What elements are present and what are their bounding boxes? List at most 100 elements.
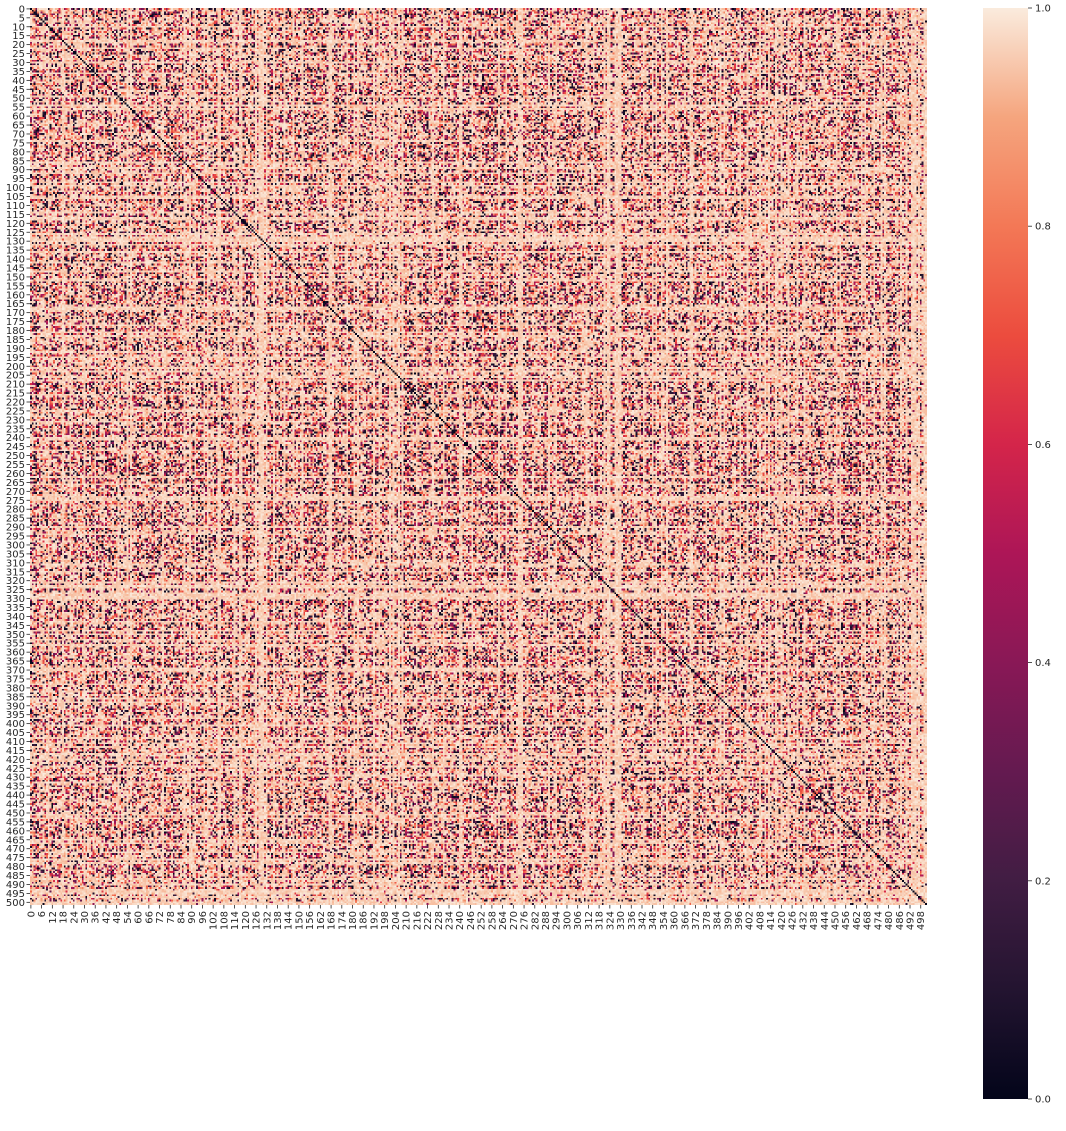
y-tick-label: 225 [6,406,25,417]
y-tick-label: 350 [6,630,25,641]
y-tick-label: 310 [6,558,25,569]
x-tick-label: 114 [230,911,241,930]
x-tick-label: 78 [166,911,177,924]
x-tick-label: 216 [412,911,423,930]
y-tick-label: 425 [6,764,25,775]
x-tick-label: 30 [80,911,91,924]
x-tick-label: 378 [702,911,713,930]
y-tick-label: 375 [6,674,25,685]
y-tick-label: 200 [6,362,25,373]
y-tick-label: 150 [6,272,25,283]
y-tick-label: 275 [6,496,25,507]
x-tick-label: 6 [37,911,48,917]
y-tick-label: 410 [6,737,25,748]
y-tick-label: 10 [12,22,25,33]
x-tick-label: 120 [241,911,252,930]
colorbar-tick-label: 0.6 [1035,440,1051,451]
x-tick-label: 84 [176,911,187,924]
y-tick-label: 125 [6,228,25,239]
y-tick-label: 340 [6,612,25,623]
x-tick-label: 444 [820,911,831,930]
colorbar-tick-label: 0.4 [1035,658,1051,669]
colorbar-tick-label: 1.0 [1035,4,1051,15]
y-tick-label: 15 [12,31,25,42]
x-tick-label: 402 [745,911,756,930]
x-tick-label: 456 [841,911,852,930]
y-tick-label: 330 [6,594,25,605]
y-tick-label: 435 [6,782,25,793]
y-tick-label: 120 [6,219,25,230]
x-tick-label: 450 [830,911,841,930]
x-tick-label: 66 [144,911,155,924]
x-tick-label: 168 [327,911,338,930]
y-tick-label: 345 [6,621,25,632]
x-tick-label: 144 [284,911,295,930]
x-tick-label: 102 [209,911,220,930]
y-tick-label: 315 [6,567,25,578]
y-tick-label: 325 [6,585,25,596]
x-tick-label: 258 [487,911,498,930]
y-tick-label: 400 [6,719,25,730]
x-tick-label: 468 [863,911,874,930]
x-tick-label: 72 [155,911,166,924]
y-tick-label: 20 [12,40,25,51]
x-tick-label: 24 [69,911,80,924]
y-tick-label: 175 [6,317,25,328]
x-axis-ticks: 0 6 12 18 24 30 36 42 48 54 60 66 72 78 84 90 96 102 108 11… [26,905,927,930]
y-tick-label: 430 [6,773,25,784]
x-tick-label: 186 [359,911,370,930]
x-tick-label: 336 [627,911,638,930]
x-tick-label: 288 [541,911,552,930]
x-tick-label: 132 [262,911,273,930]
y-tick-label: 265 [6,478,25,489]
colorbar-tick-label: 0.8 [1035,222,1051,233]
x-tick-label: 432 [798,911,809,930]
y-tick-label: 45 [12,85,25,96]
x-tick-label: 42 [101,911,112,924]
y-tick-label: 215 [6,389,25,400]
x-tick-label: 300 [562,911,573,930]
y-tick-label: 290 [6,523,25,534]
x-tick-label: 138 [273,911,284,930]
y-tick-label: 270 [6,487,25,498]
y-tick-label: 475 [6,853,25,864]
x-tick-label: 228 [434,911,445,930]
y-tick-label: 85 [12,156,25,167]
y-tick-label: 130 [6,237,25,248]
y-tick-label: 245 [6,442,25,453]
y-tick-label: 500 [6,898,25,909]
y-tick-label: 145 [6,263,25,274]
y-tick-label: 170 [6,308,25,319]
y-tick-label: 195 [6,353,25,364]
x-tick-label: 240 [455,911,466,930]
y-tick-label: 230 [6,415,25,426]
y-tick-label: 165 [6,299,25,310]
y-tick-label: 185 [6,335,25,346]
y-tick-label: 115 [6,210,25,221]
x-tick-label: 294 [552,911,563,930]
y-tick-label: 260 [6,469,25,480]
y-tick-label: 320 [6,576,25,587]
x-tick-label: 18 [59,911,70,924]
x-tick-label: 252 [477,911,488,930]
y-tick-label: 460 [6,826,25,837]
x-tick-label: 396 [734,911,745,930]
y-tick-label: 105 [6,192,25,203]
y-tick-label: 180 [6,326,25,337]
y-tick-label: 40 [12,76,25,87]
y-tick-label: 285 [6,514,25,525]
y-tick-label: 210 [6,380,25,391]
x-tick-label: 0 [26,911,37,917]
y-tick-label: 365 [6,657,25,668]
y-tick-label: 300 [6,540,25,551]
x-tick-label: 384 [713,911,724,930]
x-tick-label: 414 [766,911,777,930]
y-tick-label: 205 [6,371,25,382]
y-tick-label: 140 [6,255,25,266]
x-tick-label: 204 [391,911,402,930]
y-axis-ticks: 0510152025303540455055606570758085909510… [6,4,30,909]
x-tick-label: 108 [219,911,230,930]
x-tick-label: 150 [294,911,305,930]
x-tick-label: 426 [788,911,799,930]
